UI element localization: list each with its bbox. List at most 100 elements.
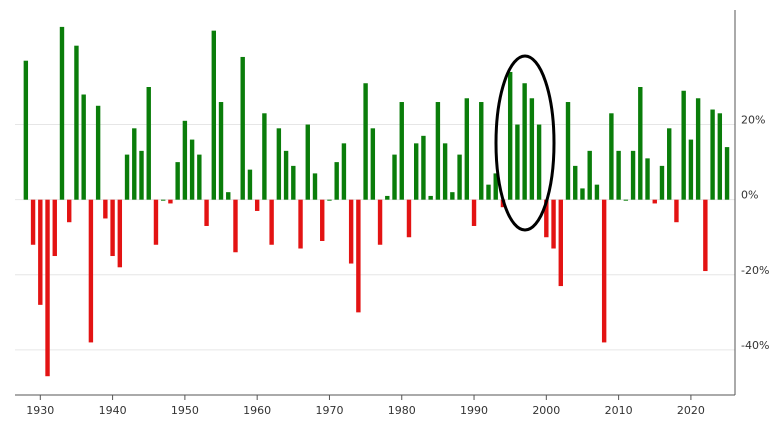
bar bbox=[334, 162, 339, 200]
bar bbox=[218, 102, 224, 200]
bar bbox=[428, 195, 433, 200]
bar bbox=[211, 30, 216, 200]
x-tick-label: 1980 bbox=[388, 404, 416, 417]
x-tick-label: 1950 bbox=[171, 404, 199, 417]
bar bbox=[132, 128, 137, 200]
bar bbox=[450, 192, 455, 200]
bar bbox=[168, 199, 173, 204]
bar bbox=[558, 199, 563, 287]
bar bbox=[674, 199, 679, 223]
bar bbox=[320, 199, 325, 241]
bar bbox=[580, 188, 585, 200]
bar bbox=[38, 199, 43, 305]
bar bbox=[587, 150, 592, 200]
bar bbox=[204, 199, 209, 226]
bar bbox=[247, 169, 253, 200]
x-tick-label: 1970 bbox=[315, 404, 343, 417]
bar bbox=[609, 113, 614, 200]
bar bbox=[240, 56, 245, 200]
bar bbox=[74, 45, 79, 200]
bar bbox=[370, 128, 376, 200]
bar bbox=[291, 165, 296, 200]
bar bbox=[688, 139, 694, 200]
bar bbox=[276, 128, 282, 200]
bar bbox=[594, 184, 600, 200]
bar bbox=[486, 184, 491, 200]
bar bbox=[182, 120, 188, 200]
bar bbox=[479, 102, 484, 200]
bar bbox=[88, 199, 94, 343]
bar bbox=[529, 98, 535, 200]
bar bbox=[153, 199, 159, 245]
bar bbox=[146, 87, 151, 200]
bar bbox=[45, 199, 50, 377]
bar bbox=[573, 165, 578, 200]
highlight-ellipse bbox=[494, 54, 556, 232]
bar bbox=[544, 199, 549, 238]
bar bbox=[536, 124, 542, 200]
y-tick-label: 0% bbox=[741, 189, 758, 202]
bar bbox=[703, 199, 708, 272]
bar bbox=[298, 199, 303, 249]
bar bbox=[356, 199, 361, 313]
bar bbox=[283, 150, 289, 200]
bar bbox=[385, 195, 390, 200]
bar bbox=[681, 90, 686, 200]
bar bbox=[197, 154, 202, 200]
y-tick-label: -40% bbox=[741, 339, 769, 352]
bar bbox=[377, 199, 383, 245]
bar bbox=[507, 71, 513, 200]
bar bbox=[312, 173, 318, 200]
bar bbox=[493, 173, 498, 200]
x-tick-label: 2010 bbox=[605, 404, 633, 417]
bar bbox=[421, 135, 426, 200]
bar bbox=[623, 199, 629, 201]
x-tick-label: 2020 bbox=[677, 404, 705, 417]
bar bbox=[124, 154, 130, 200]
bar bbox=[601, 199, 607, 343]
bar bbox=[717, 113, 723, 200]
bar bbox=[233, 199, 238, 253]
bar bbox=[565, 102, 571, 200]
bar bbox=[117, 199, 123, 268]
bar bbox=[254, 199, 260, 211]
bar bbox=[30, 199, 36, 245]
bar bbox=[189, 139, 195, 200]
bar bbox=[645, 158, 650, 200]
bar bbox=[471, 199, 477, 226]
bar bbox=[616, 150, 621, 200]
bar bbox=[348, 199, 354, 264]
bar bbox=[363, 83, 368, 200]
y-tick-label: -20% bbox=[741, 264, 769, 277]
bar bbox=[392, 154, 397, 200]
x-tick-label: 1960 bbox=[243, 404, 271, 417]
bar bbox=[457, 154, 462, 200]
bar bbox=[399, 102, 404, 200]
bar bbox=[652, 199, 657, 204]
x-tick-label: 1990 bbox=[460, 404, 488, 417]
bar bbox=[160, 199, 166, 201]
x-tick-label: 2000 bbox=[532, 404, 560, 417]
bar bbox=[52, 199, 57, 257]
x-tick-label: 1940 bbox=[99, 404, 127, 417]
bar bbox=[464, 98, 470, 200]
bar bbox=[435, 102, 441, 200]
bar bbox=[81, 94, 86, 200]
bar bbox=[262, 113, 267, 200]
bar bbox=[667, 128, 672, 200]
bar bbox=[551, 199, 556, 249]
bar bbox=[630, 150, 636, 200]
bar bbox=[95, 105, 101, 200]
bar bbox=[341, 143, 347, 200]
bar bbox=[710, 109, 715, 200]
x-tick-label: 1930 bbox=[26, 404, 54, 417]
bar bbox=[226, 192, 231, 200]
bar bbox=[522, 83, 527, 200]
bar bbox=[659, 165, 665, 200]
bar bbox=[695, 98, 701, 200]
bar bbox=[139, 150, 144, 200]
bar bbox=[305, 124, 310, 200]
bar bbox=[110, 199, 115, 257]
bar bbox=[67, 199, 72, 223]
bar bbox=[23, 60, 29, 200]
